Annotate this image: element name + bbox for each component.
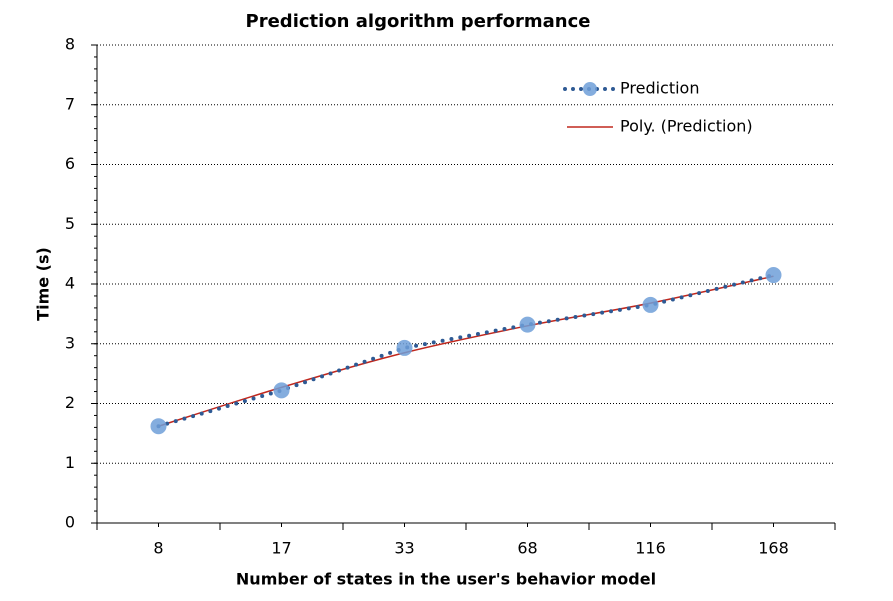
x-axis-label: Number of states in the user's behavior … [236,570,656,589]
y-tick-label: 1 [65,453,75,472]
x-tick-label: 168 [758,539,789,558]
y-tick-label: 7 [65,94,75,113]
x-tick-label: 8 [153,539,163,558]
x-tick-label: 68 [517,539,537,558]
legend-marker [583,82,597,96]
y-tick-label: 2 [65,393,75,412]
legend-label: Poly. (Prediction) [620,117,753,136]
marker [273,382,290,399]
marker [519,316,536,333]
y-tick-label: 8 [65,35,75,54]
x-tick-label: 17 [271,539,291,558]
y-tick-label: 0 [65,513,75,532]
marker [396,339,413,356]
x-tick-label: 33 [394,539,414,558]
legend-label: Prediction [620,79,699,98]
marker [642,296,659,313]
y-tick-label: 4 [65,274,75,293]
y-tick-label: 6 [65,154,75,173]
y-axis-label: Time (s) [34,247,53,321]
series-line [156,273,776,429]
chart-title: Prediction algorithm performance [246,11,591,32]
y-tick-label: 3 [65,333,75,352]
x-tick-label: 116 [635,539,666,558]
y-tick-label: 5 [65,214,75,233]
marker [765,267,782,284]
marker [150,418,167,435]
